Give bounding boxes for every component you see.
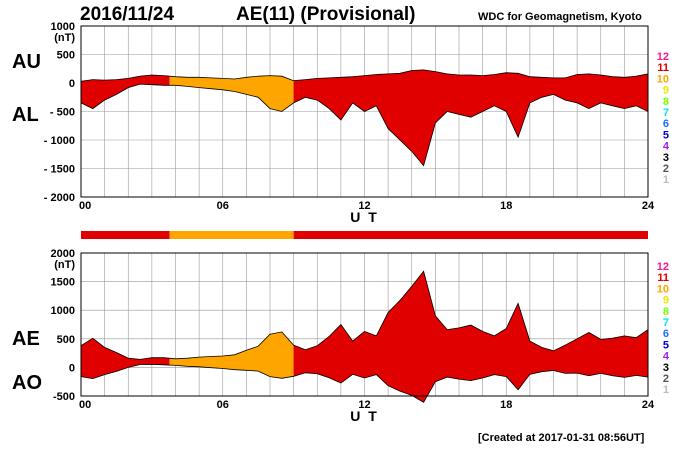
x-tick-label: 12 (358, 399, 370, 411)
legend-entry-12: 12 (657, 261, 669, 273)
series-line-ae (80, 270, 649, 360)
y-unit-label: (nT) (54, 32, 75, 44)
station-bar-segment-1 (169, 231, 294, 239)
chart-title: AE(11) (Provisional) (236, 4, 416, 25)
station-bar-segment-2 (293, 231, 648, 239)
x-tick-label: 18 (500, 399, 512, 411)
legend-entry-4: 4 (663, 351, 670, 363)
legend-entry-1: 1 (663, 384, 669, 396)
legend-entry-2: 2 (663, 373, 669, 385)
y-tick-label: -500 (53, 391, 75, 403)
x-tick-label: 18 (500, 200, 512, 212)
legend-entry-3: 3 (663, 362, 669, 374)
au-label: AU (12, 51, 41, 73)
panel-upper (80, 25, 649, 198)
legend-entry-3: 3 (663, 152, 669, 164)
area-segment-upper-1 (169, 75, 294, 112)
legend-entry-9: 9 (663, 85, 669, 97)
y-tick-label: - 1000 (44, 135, 75, 147)
legend-entry-6: 6 (663, 118, 669, 130)
legend-entry-7: 7 (663, 107, 669, 119)
x-tick-label: 24 (642, 399, 655, 411)
x-tick-label: 24 (642, 200, 655, 212)
legend-entry-10: 10 (657, 73, 669, 85)
al-label: AL (12, 104, 39, 126)
y-tick-label: 1500 (51, 277, 75, 289)
legend-entry-5: 5 (663, 129, 669, 141)
y-tick-label: 0 (69, 78, 75, 90)
legend-entry-11: 11 (657, 272, 669, 284)
series-line-ao (80, 363, 649, 403)
x-tick-label: 00 (79, 200, 91, 212)
y-tick-label: - 500 (50, 107, 75, 119)
chart-date: 2016/11/24 (80, 4, 175, 25)
legend-entry-2: 2 (663, 163, 669, 175)
x-tick-label: 00 (79, 399, 91, 411)
ae-label: AE (12, 328, 40, 350)
legend-entry-4: 4 (663, 141, 670, 153)
area-segment-lower-2 (293, 271, 648, 403)
y-tick-label: 500 (57, 334, 75, 346)
legend-entry-11: 11 (657, 62, 669, 74)
y-tick-label: 1000 (51, 305, 75, 317)
area-segment-upper-0 (81, 75, 170, 109)
y-unit-label: (nT) (54, 259, 75, 271)
x-axis-title: U T (350, 408, 379, 424)
y-tick-label: 2000 (51, 248, 75, 260)
y-tick-label: - 2000 (44, 192, 75, 204)
legend-entry-8: 8 (663, 306, 669, 318)
series-line-au (80, 69, 649, 82)
y-tick-label: 1000 (51, 21, 75, 33)
legend-entry-7: 7 (663, 317, 669, 329)
y-tick-label: - 1500 (44, 164, 75, 176)
source-label: WDC for Geomagnetism, Kyoto (478, 11, 642, 23)
y-tick-label: 0 (69, 362, 75, 374)
area-segment-upper-2 (293, 69, 648, 166)
station-bar-segment-0 (81, 231, 170, 239)
legend-entry-1: 1 (663, 174, 669, 186)
legend-entry-5: 5 (663, 339, 669, 351)
legend-entry-12: 12 (657, 51, 669, 63)
legend-entry-6: 6 (663, 328, 669, 340)
x-tick-label: 06 (217, 399, 229, 411)
legend-entry-9: 9 (663, 295, 669, 307)
x-axis-title: U T (350, 209, 379, 225)
x-tick-label: 12 (358, 200, 370, 212)
x-tick-label: 06 (217, 200, 229, 212)
plot-frame (80, 25, 649, 198)
legend-entry-8: 8 (663, 96, 669, 108)
y-tick-label: 500 (57, 50, 75, 62)
created-timestamp: [Created at 2017-01-31 08:56UT] (478, 432, 645, 444)
series-line-al (80, 83, 649, 167)
legend-entry-10: 10 (657, 283, 669, 295)
plot-frame (80, 252, 649, 397)
ao-label: AO (12, 372, 42, 394)
area-segment-lower-0 (81, 338, 170, 379)
panel-lower (80, 252, 649, 403)
